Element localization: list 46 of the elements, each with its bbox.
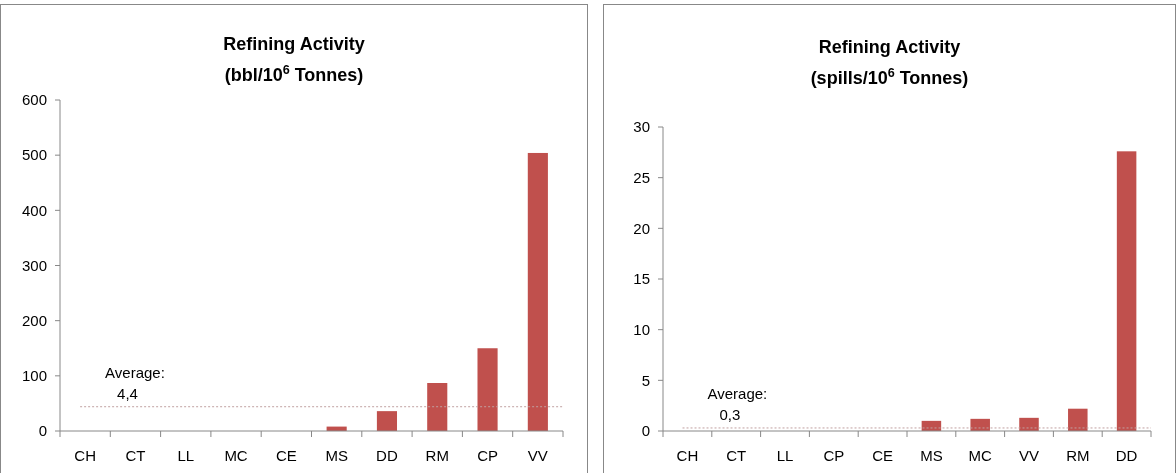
x-tick-label: DD	[376, 447, 398, 464]
x-tick-label: MC	[224, 447, 248, 464]
x-tick-label: CP	[477, 447, 498, 464]
x-tick-label: CE	[872, 447, 894, 464]
y-tick-label: 5	[641, 371, 650, 389]
x-tick-label: CP	[823, 447, 845, 464]
x-tick-label: RM	[1066, 447, 1090, 464]
x-tick-label: CH	[74, 447, 96, 464]
x-tick-label: DD	[1115, 447, 1138, 464]
y-tick-label: 20	[633, 219, 650, 237]
y-tick-label: 0	[641, 422, 650, 440]
annotation: Average: 0,3	[707, 384, 768, 423]
bar	[1068, 408, 1088, 431]
x-tick-label: MC	[968, 447, 993, 464]
bar	[527, 152, 548, 431]
annotation: Average: 4,4	[105, 363, 165, 402]
x-tick-label: CT	[125, 447, 146, 464]
y-tick-label: 30	[633, 118, 650, 136]
y-tick-label: 400	[21, 201, 47, 219]
chart-title: Refining Activity	[818, 37, 961, 57]
chart-title: Refining Activity	[223, 34, 365, 54]
x-tick-label: MS	[325, 447, 348, 464]
y-tick-label: 0	[38, 422, 47, 440]
chart-subtitle: (bbl/10$^{6}$ Tonnes)	[224, 63, 364, 85]
chart-subtitle: (spills/10$^{6}$ Tonnes)	[810, 66, 969, 88]
x-tick-label: MS	[920, 447, 943, 464]
y-tick-label: 100	[21, 367, 47, 385]
x-tick-label: VV	[1018, 447, 1040, 464]
y-tick-label: 25	[633, 168, 650, 186]
y-tick-label: 200	[21, 311, 47, 329]
y-tick-label: 15	[633, 270, 650, 288]
x-tick-label: LL	[776, 447, 794, 464]
x-tick-label: CE	[275, 447, 297, 464]
y-tick-label: 300	[21, 256, 47, 274]
bar	[1116, 151, 1137, 431]
x-tick-label: VV	[527, 447, 548, 464]
x-tick-label: LL	[177, 447, 195, 464]
bar	[477, 348, 498, 431]
y-tick-label: 600	[21, 91, 47, 109]
x-tick-label: CH	[676, 447, 699, 464]
bar	[427, 383, 448, 431]
y-tick-label: 10	[633, 320, 650, 338]
x-tick-label: CT	[726, 447, 747, 464]
x-tick-label: RM	[425, 447, 449, 464]
bar	[376, 411, 398, 431]
y-tick-label: 500	[21, 146, 47, 164]
